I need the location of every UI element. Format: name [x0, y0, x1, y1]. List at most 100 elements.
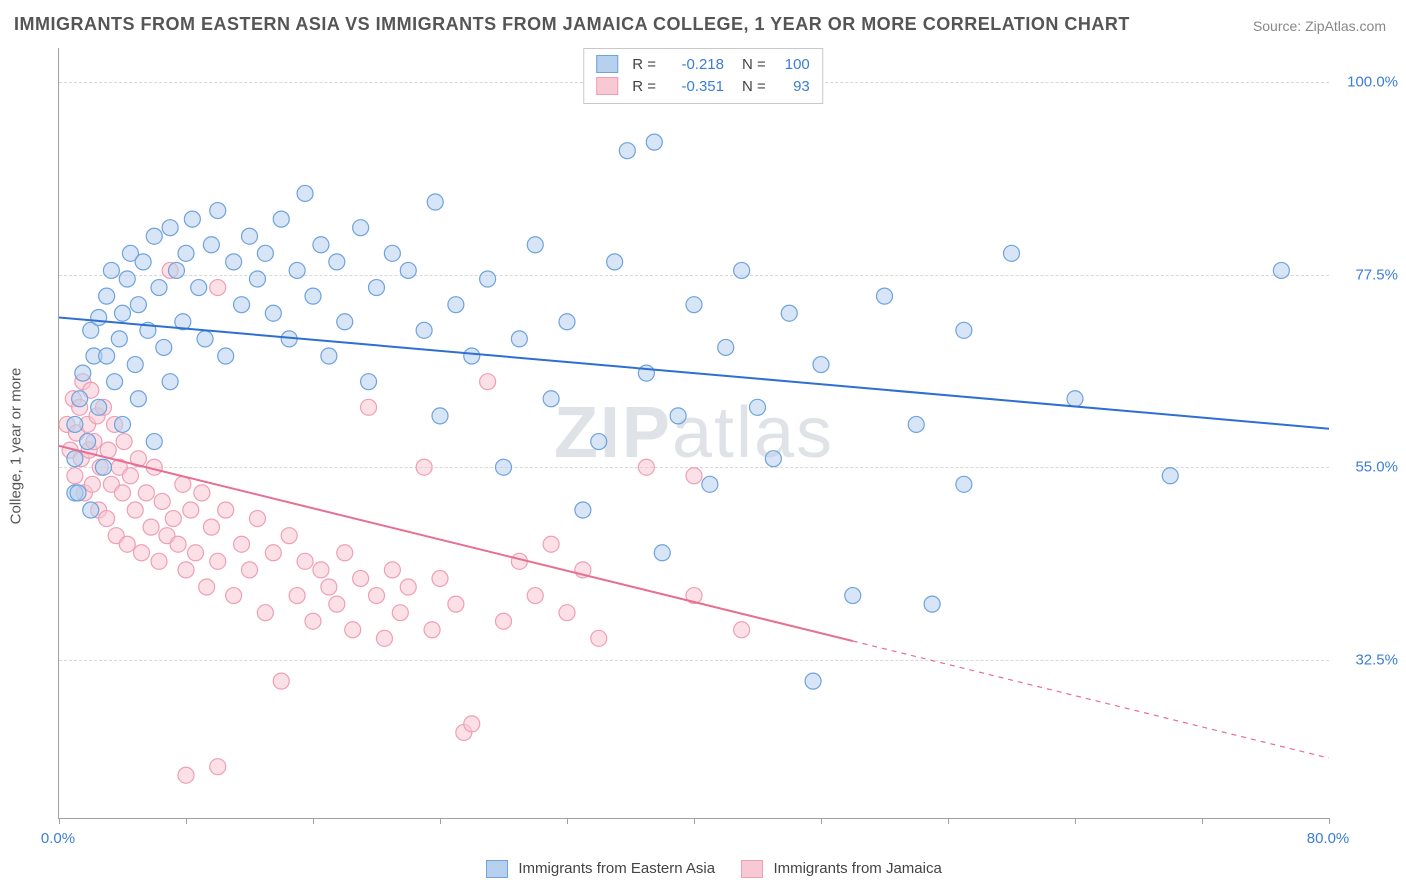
scatter-point	[750, 399, 766, 415]
scatter-point	[135, 254, 151, 270]
scatter-point	[273, 211, 289, 227]
scatter-plot-svg	[59, 48, 1329, 818]
scatter-point	[289, 588, 305, 604]
scatter-point	[218, 348, 234, 364]
scatter-point	[83, 502, 99, 518]
scatter-point	[527, 237, 543, 253]
scatter-point	[543, 391, 559, 407]
scatter-point	[130, 297, 146, 313]
legend-swatch-series-1	[486, 860, 508, 878]
scatter-point	[72, 391, 88, 407]
x-tick	[1329, 818, 1330, 824]
scatter-point	[184, 211, 200, 227]
scatter-point	[646, 134, 662, 150]
scatter-point	[805, 673, 821, 689]
scatter-point	[138, 485, 154, 501]
scatter-point	[103, 262, 119, 278]
legend-n-value-1: 100	[774, 56, 810, 73]
scatter-point	[203, 519, 219, 535]
regression-line-extrapolated	[853, 641, 1329, 758]
scatter-point	[559, 605, 575, 621]
scatter-point	[265, 305, 281, 321]
scatter-point	[162, 374, 178, 390]
scatter-point	[127, 357, 143, 373]
scatter-point	[924, 596, 940, 612]
scatter-point	[337, 314, 353, 330]
y-tick-label: 55.0%	[1355, 459, 1398, 476]
scatter-point	[165, 511, 181, 527]
scatter-point	[99, 288, 115, 304]
scatter-point	[95, 459, 111, 475]
scatter-point	[464, 716, 480, 732]
scatter-point	[242, 228, 258, 244]
scatter-point	[156, 339, 172, 355]
scatter-point	[273, 673, 289, 689]
scatter-point	[432, 570, 448, 586]
scatter-point	[345, 622, 361, 638]
y-tick-label: 77.5%	[1355, 266, 1398, 283]
x-tick	[59, 818, 60, 824]
scatter-point	[432, 408, 448, 424]
scatter-point	[1162, 468, 1178, 484]
scatter-point	[702, 476, 718, 492]
scatter-point	[210, 280, 226, 296]
scatter-point	[480, 374, 496, 390]
scatter-point	[361, 399, 377, 415]
scatter-point	[813, 357, 829, 373]
x-tick	[440, 818, 441, 824]
legend-r-label: R =	[632, 78, 656, 95]
x-tick	[567, 818, 568, 824]
scatter-point	[329, 596, 345, 612]
scatter-point	[369, 280, 385, 296]
scatter-point	[210, 203, 226, 219]
scatter-point	[353, 220, 369, 236]
scatter-point	[424, 622, 440, 638]
scatter-point	[178, 562, 194, 578]
scatter-point	[115, 485, 131, 501]
scatter-point	[154, 493, 170, 509]
x-tick	[313, 818, 314, 824]
correlation-legend-row-2: R = -0.351 N = 93	[596, 75, 810, 97]
scatter-point	[91, 310, 107, 326]
scatter-point	[781, 305, 797, 321]
legend-r-value-2: -0.351	[664, 78, 724, 95]
source-attribution: Source: ZipAtlas.com	[1253, 18, 1386, 34]
scatter-point	[384, 245, 400, 261]
scatter-point	[143, 519, 159, 535]
x-tick	[186, 818, 187, 824]
scatter-point	[543, 536, 559, 552]
scatter-point	[321, 348, 337, 364]
legend-label-series-1: Immigrants from Eastern Asia	[518, 860, 715, 877]
scatter-point	[511, 331, 527, 347]
scatter-point	[99, 511, 115, 527]
scatter-point	[619, 143, 635, 159]
scatter-point	[183, 502, 199, 518]
scatter-point	[168, 262, 184, 278]
scatter-point	[956, 322, 972, 338]
x-tick	[1075, 818, 1076, 824]
scatter-point	[170, 536, 186, 552]
scatter-point	[226, 254, 242, 270]
scatter-point	[464, 348, 480, 364]
legend-r-label: R =	[632, 56, 656, 73]
scatter-point	[119, 536, 135, 552]
scatter-point	[151, 280, 167, 296]
correlation-legend-row-1: R = -0.218 N = 100	[596, 53, 810, 75]
legend-n-label: N =	[742, 78, 766, 95]
scatter-point	[575, 502, 591, 518]
legend-swatch-series-2	[596, 77, 618, 95]
scatter-point	[654, 545, 670, 561]
scatter-point	[305, 288, 321, 304]
scatter-point	[392, 605, 408, 621]
scatter-point	[151, 553, 167, 569]
scatter-point	[321, 579, 337, 595]
scatter-point	[765, 451, 781, 467]
scatter-point	[313, 237, 329, 253]
scatter-point	[116, 434, 132, 450]
scatter-point	[210, 759, 226, 775]
scatter-point	[734, 262, 750, 278]
scatter-point	[70, 485, 86, 501]
scatter-point	[210, 553, 226, 569]
scatter-point	[369, 588, 385, 604]
scatter-point	[289, 262, 305, 278]
